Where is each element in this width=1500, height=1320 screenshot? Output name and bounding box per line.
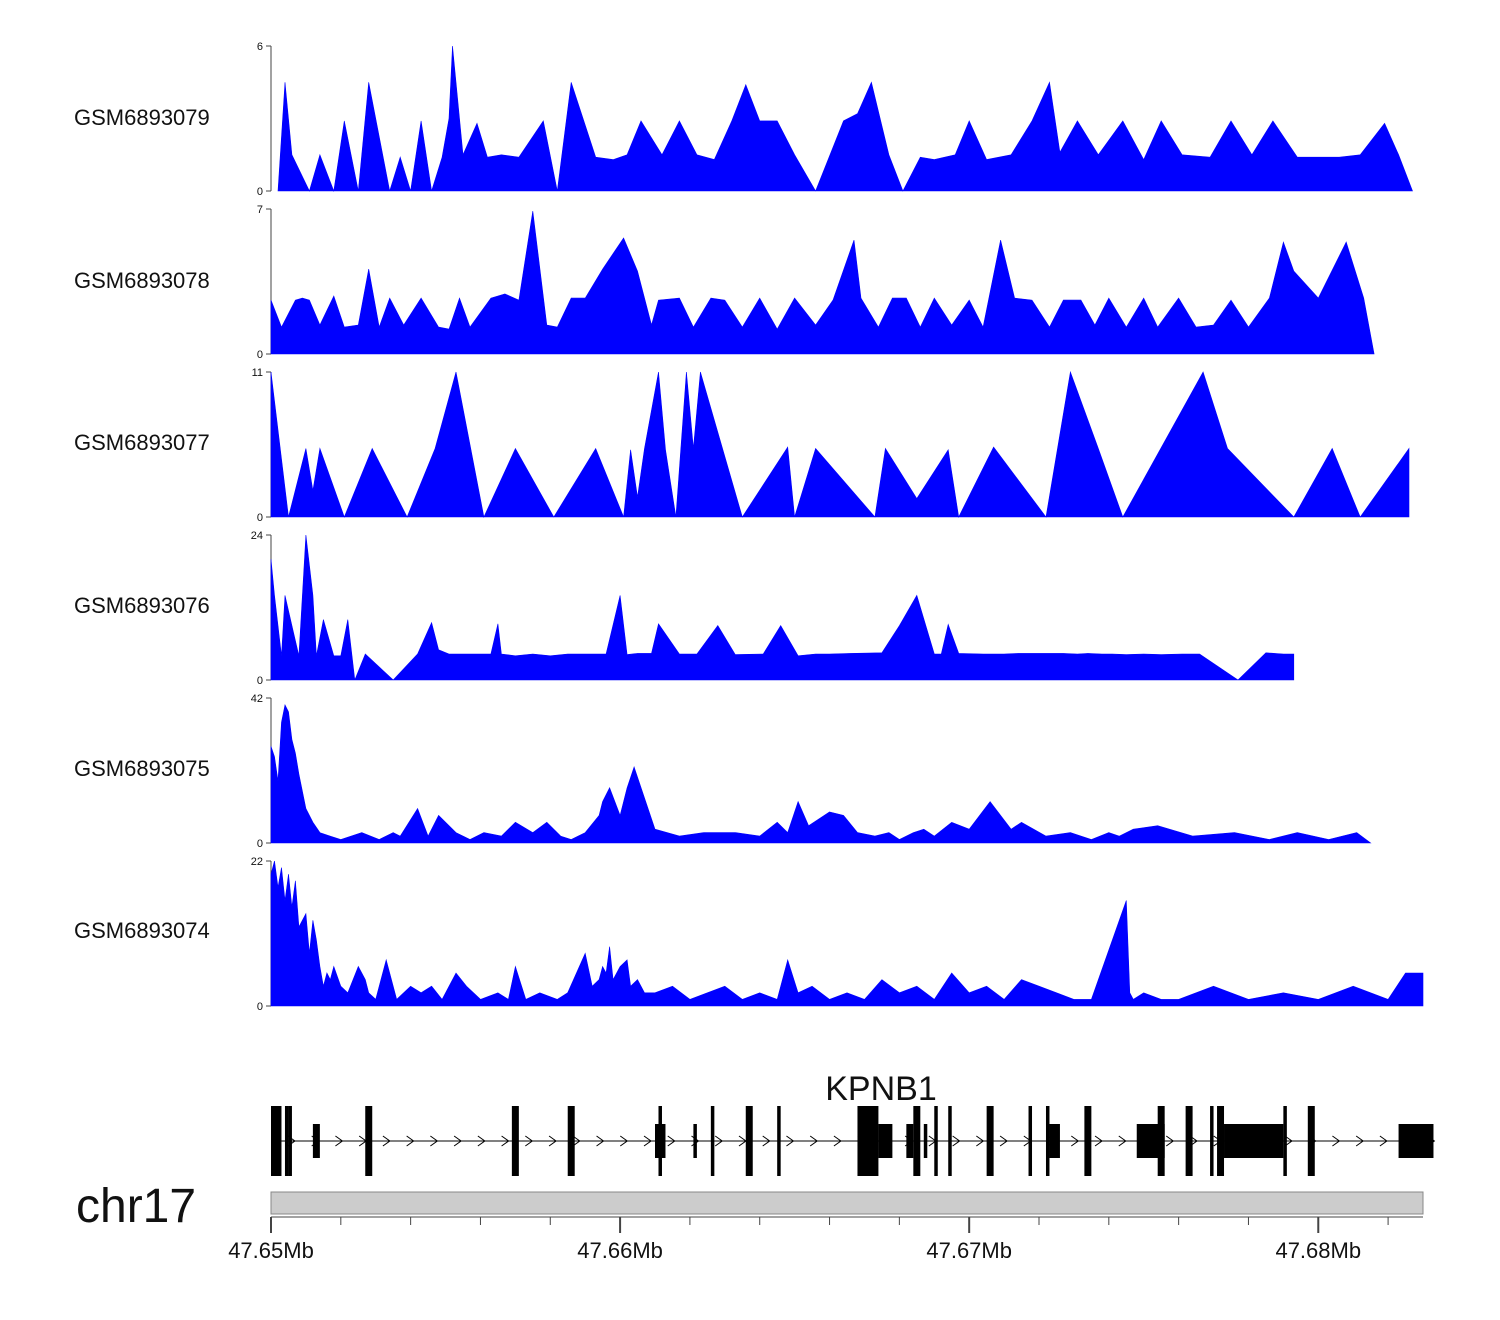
exon-block bbox=[284, 1106, 289, 1176]
strand-arrow bbox=[833, 1135, 842, 1147]
strand-arrow bbox=[572, 1135, 581, 1147]
strand-arrow bbox=[406, 1135, 415, 1147]
gsm6893078-y-label-max: 7 bbox=[257, 204, 263, 216]
strand-arrow bbox=[548, 1135, 557, 1147]
exon-block bbox=[1307, 1106, 1315, 1176]
exon-block bbox=[658, 1106, 662, 1176]
strand-arrow bbox=[1332, 1135, 1341, 1147]
track-label-gsm6893079: GSM6893079 bbox=[74, 105, 210, 130]
exon-block bbox=[1398, 1124, 1434, 1158]
exon-block bbox=[745, 1106, 753, 1176]
strand-arrow bbox=[714, 1135, 724, 1147]
exon-block bbox=[986, 1106, 994, 1176]
exon-block bbox=[365, 1106, 373, 1176]
exon-block bbox=[1185, 1106, 1193, 1176]
gsm6893074-signal-area bbox=[270, 860, 1424, 1007]
exon-block bbox=[710, 1106, 715, 1176]
exon-block bbox=[1224, 1124, 1284, 1158]
strand-arrow bbox=[1094, 1135, 1103, 1147]
strand-arrow bbox=[762, 1135, 771, 1147]
strand-arrow bbox=[1118, 1135, 1127, 1147]
exon-block bbox=[913, 1106, 921, 1176]
strand-arrow bbox=[477, 1135, 486, 1147]
strand-arrow bbox=[525, 1135, 534, 1147]
exon-block bbox=[906, 1124, 914, 1158]
gsm6893079-y-label-max: 6 bbox=[257, 41, 263, 53]
gsm6893075-y-label-max: 42 bbox=[251, 693, 263, 705]
gsm6893075-signal-area bbox=[270, 703, 1372, 844]
gsm6893074-y-label-max: 22 bbox=[251, 856, 263, 868]
strand-arrow bbox=[1379, 1135, 1388, 1147]
gsm6893076-signal-area bbox=[270, 534, 1295, 681]
strand-arrow bbox=[786, 1135, 795, 1147]
x-tick-label: 47.66Mb bbox=[577, 1238, 663, 1263]
exon-block bbox=[1210, 1106, 1214, 1176]
exon-block bbox=[271, 1106, 282, 1176]
track-label-gsm6893074: GSM6893074 bbox=[74, 918, 210, 943]
strand-arrow bbox=[382, 1135, 391, 1147]
exon-block bbox=[1157, 1106, 1165, 1176]
exon-block bbox=[923, 1124, 928, 1158]
x-tick-label: 47.67Mb bbox=[926, 1238, 1012, 1263]
gene-track: KPNB1 bbox=[271, 1070, 1436, 1176]
gsm6893078-signal-area bbox=[270, 211, 1375, 355]
gsm6893079-y-label-min: 0 bbox=[257, 186, 263, 198]
exon-block bbox=[857, 1106, 879, 1176]
gsm6893078-y-label-min: 0 bbox=[257, 349, 263, 361]
gsm6893077-y-label-min: 0 bbox=[257, 512, 263, 524]
strand-arrow bbox=[1284, 1135, 1293, 1147]
strand-arrow bbox=[1355, 1135, 1365, 1147]
ideogram-band bbox=[270, 1191, 1424, 1215]
exon-block bbox=[1045, 1106, 1050, 1176]
strand-arrow bbox=[501, 1135, 510, 1147]
exon-block bbox=[1283, 1106, 1287, 1176]
strand-arrow bbox=[952, 1135, 961, 1147]
signal-tracks: GSM6893079 GSM6893078 GSM6893077 GSM6893… bbox=[74, 41, 1424, 1013]
exon-block bbox=[693, 1124, 697, 1158]
strand-arrow bbox=[596, 1135, 605, 1147]
gsm6893077-y-label-max: 11 bbox=[252, 367, 263, 379]
strand-arrow bbox=[619, 1135, 629, 1147]
gsm6893076-y-label-max: 24 bbox=[251, 530, 263, 542]
exon-block bbox=[777, 1106, 781, 1176]
strand-arrow bbox=[999, 1135, 1008, 1147]
strand-arrow bbox=[643, 1135, 652, 1147]
exon-block bbox=[878, 1124, 893, 1158]
track-label-gsm6893078: GSM6893078 bbox=[74, 268, 210, 293]
gsm6893075-y-label-min: 0 bbox=[257, 838, 263, 850]
strand-arrow bbox=[335, 1135, 344, 1147]
exon-block bbox=[1028, 1106, 1033, 1176]
genomic-axis: 47.65Mb 47.66Mb 47.67Mb 47.68Mb bbox=[228, 1216, 1423, 1263]
gene-name-label: KPNB1 bbox=[825, 1070, 937, 1108]
exon-block bbox=[1049, 1124, 1060, 1158]
exon-block bbox=[948, 1106, 952, 1176]
strand-arrow bbox=[430, 1135, 439, 1147]
chromosome-ideogram: chr17 bbox=[76, 1180, 1424, 1233]
gsm6893079-signal-area bbox=[277, 45, 1413, 193]
exon-block bbox=[511, 1106, 519, 1176]
strand-arrow bbox=[809, 1135, 819, 1147]
exon-block bbox=[312, 1124, 320, 1158]
exon-block bbox=[934, 1106, 938, 1176]
strand-arrow bbox=[453, 1135, 462, 1147]
exon-block bbox=[567, 1106, 575, 1176]
track-label-gsm6893076: GSM6893076 bbox=[74, 593, 210, 618]
exon-block bbox=[1084, 1106, 1092, 1176]
chromosome-label: chr17 bbox=[76, 1180, 196, 1233]
gsm6893074-y-label-min: 0 bbox=[257, 1001, 263, 1013]
x-tick-label: 47.65Mb bbox=[228, 1238, 314, 1263]
exon-block bbox=[1217, 1106, 1225, 1176]
gsm6893076-y-label-min: 0 bbox=[257, 675, 263, 687]
x-tick-label: 47.68Mb bbox=[1275, 1238, 1361, 1263]
exon-block bbox=[288, 1106, 292, 1176]
strand-arrow bbox=[1071, 1135, 1080, 1147]
strand-arrow bbox=[976, 1135, 985, 1147]
strand-arrow bbox=[1165, 1135, 1175, 1147]
gsm6893077-signal-area bbox=[270, 370, 1410, 518]
strand-arrow bbox=[667, 1135, 676, 1147]
track-label-gsm6893077: GSM6893077 bbox=[74, 430, 210, 455]
track-label-gsm6893075: GSM6893075 bbox=[74, 756, 210, 781]
